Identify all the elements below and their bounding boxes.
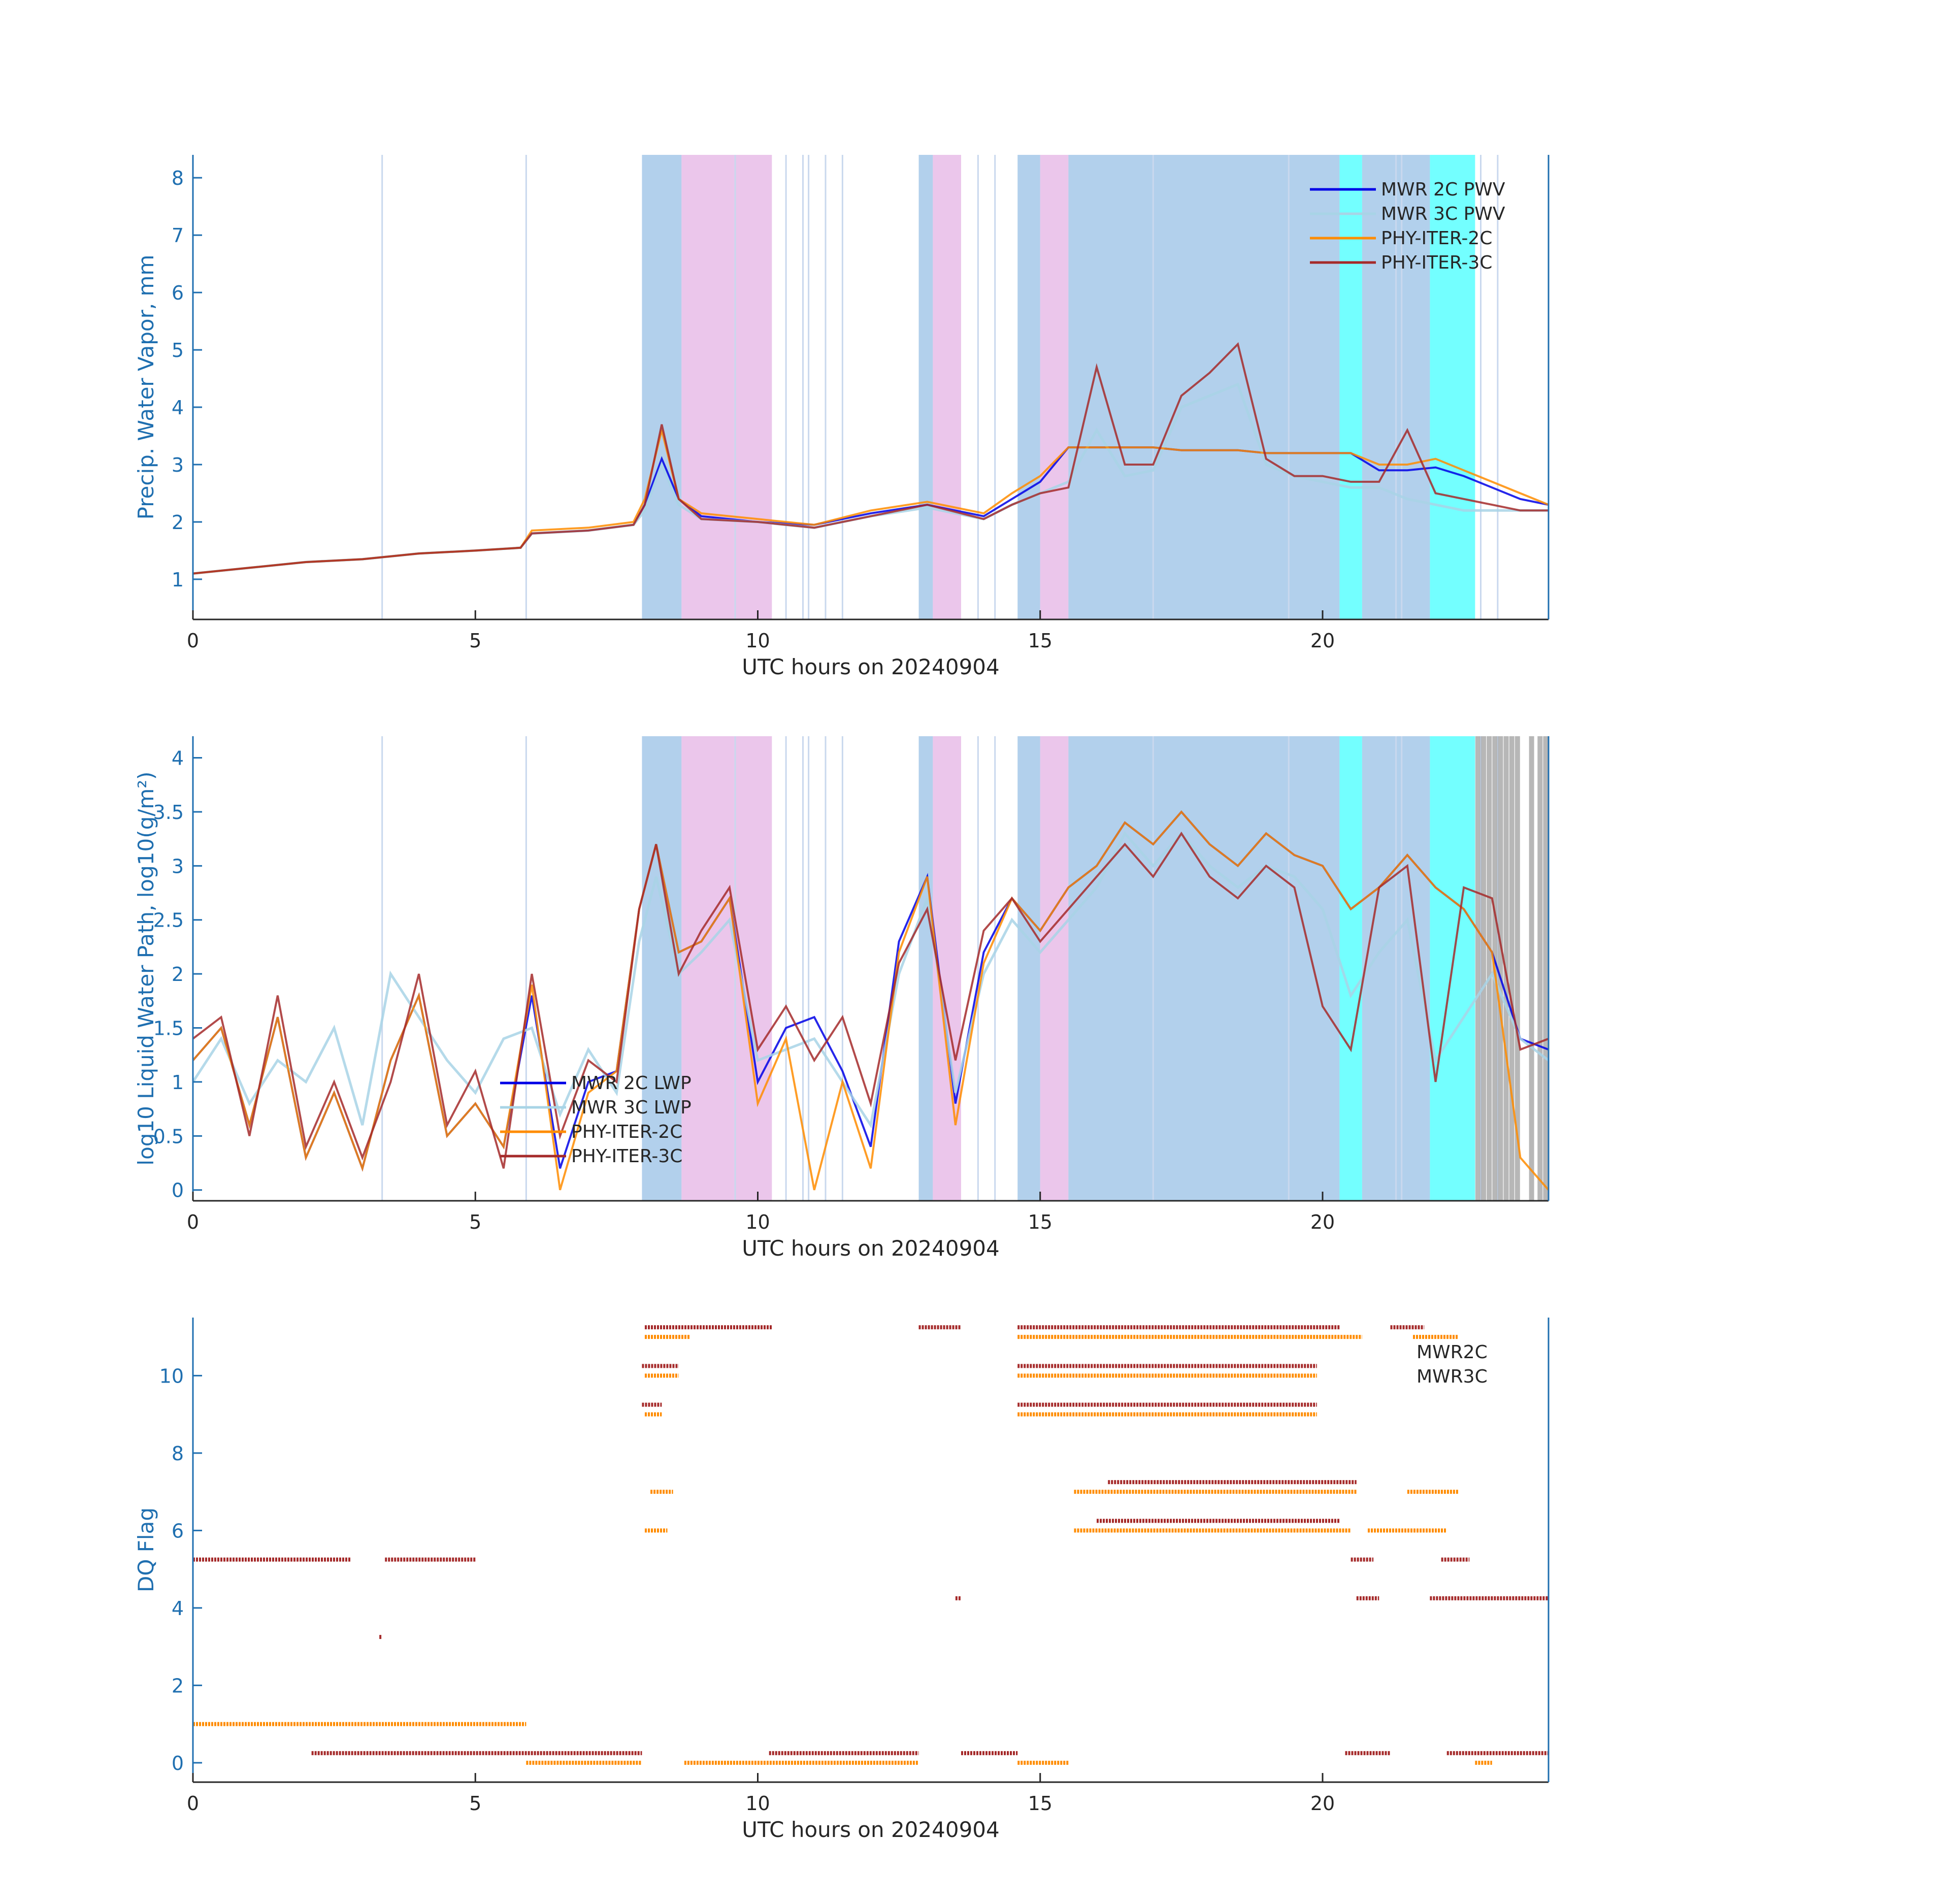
y-tick-label: 8 (172, 1442, 184, 1465)
quality-band-blue (1068, 155, 1340, 619)
x-tick-label: 10 (745, 1211, 770, 1233)
x-tick-label: 15 (1028, 1792, 1052, 1815)
pwv-panel: 0 5 10 15 20 1 2 3 4 5 6 7 8 UTC hours on 20240904 Pre… (134, 155, 1550, 679)
y-tick-label: 10 (159, 1365, 184, 1387)
y-tick-label: 3 (172, 454, 184, 476)
y-tick-label: 5 (172, 339, 184, 362)
y-tick-label: 2 (172, 963, 184, 986)
x-tick-label: 15 (1028, 1211, 1052, 1233)
x-tick-label: 20 (1310, 1211, 1335, 1233)
y-tick-label: 0 (172, 1752, 184, 1775)
x-axis-label: UTC hours on 20240904 (742, 1817, 1000, 1842)
legend: MWR2C MWR3C (1417, 1342, 1488, 1387)
quality-band-cyan (1430, 155, 1475, 619)
quality-band-blue (1068, 736, 1340, 1201)
y-tick-label: 4 (172, 747, 184, 770)
quality-band-pink (1040, 155, 1069, 619)
x-tick-label: 0 (187, 1792, 199, 1815)
x-tick-label: 5 (469, 1792, 481, 1815)
quality-band-pink (681, 736, 772, 1201)
quality-band-blue (1017, 736, 1040, 1201)
legend-label: MWR 3C PWV (1381, 204, 1505, 224)
quality-band-blue (642, 736, 682, 1201)
quality-band-blue (642, 155, 682, 619)
legend-label: PHY-ITER-3C (1381, 252, 1492, 273)
plot-area (193, 736, 1549, 1201)
series-line-phy-iter-3c (193, 831, 1549, 1169)
plot-area (193, 155, 1549, 619)
quality-band-blue (918, 155, 933, 619)
legend-label: MWR 3C LWP (571, 1097, 692, 1118)
y-axis-label: DQ Flag (134, 1507, 158, 1592)
y-tick-label: 2.5 (153, 909, 184, 932)
legend-label: PHY-ITER-3C (571, 1146, 682, 1167)
quality-band-blue (1017, 155, 1040, 619)
x-tick-label: 10 (745, 1792, 770, 1815)
quality-band-blue (918, 736, 933, 1201)
y-tick-label: 3.5 (153, 801, 184, 824)
y-tick-label: 4 (172, 1597, 184, 1620)
legend-label: PHY-ITER-2C (1381, 228, 1492, 249)
y-tick-label: 0 (172, 1179, 184, 1202)
quality-band-pink (681, 155, 772, 619)
y-tick-label: 4 (172, 397, 184, 419)
y-axis-label: log10 Liquid Water Path, log10(g/m²) (134, 771, 158, 1165)
legend-label: PHY-ITER-2C (571, 1122, 682, 1142)
legend-label: MWR2C (1417, 1342, 1488, 1363)
y-tick-label: 1 (172, 1071, 184, 1094)
x-tick-label: 10 (745, 630, 770, 652)
y-tick-label: 7 (172, 224, 184, 247)
quality-band-cyan (1339, 155, 1362, 619)
y-tick-label: 6 (172, 282, 184, 304)
x-axis-label: UTC hours on 20240904 (742, 1236, 1000, 1261)
y-tick-label: 1 (172, 569, 184, 591)
lwp-panel: 0 5 10 15 20 0 0.5 1 1.5 2 2.5 3 3.5 4 UTC hours on 20… (134, 736, 1550, 1261)
y-tick-label: 1.5 (153, 1017, 184, 1040)
quality-band-pink (933, 155, 961, 619)
quality-band-pink (1040, 736, 1069, 1201)
x-tick-label: 20 (1310, 630, 1335, 652)
legend-label: MWR 2C LWP (571, 1073, 692, 1094)
y-axis-label: Precip. Water Vapor, mm (134, 255, 158, 520)
series-line-phy-iter-3c (193, 342, 1549, 575)
legend-label: MWR3C (1417, 1366, 1488, 1387)
plot-area (193, 1325, 1549, 1765)
y-tick-label: 2 (172, 511, 184, 534)
series-line-phy-iter-2c (193, 810, 1549, 1191)
x-tick-label: 0 (187, 630, 199, 652)
y-tick-label: 6 (172, 1520, 184, 1542)
legend: MWR 2C PWV MWR 3C PWV PHY-ITER-2C PHY-ITER-… (1310, 179, 1505, 273)
y-tick-label: 8 (172, 167, 184, 189)
x-tick-label: 15 (1028, 630, 1052, 652)
y-tick-label: 0.5 (153, 1125, 184, 1147)
x-tick-label: 20 (1310, 1792, 1335, 1815)
y-tick-label: 2 (172, 1675, 184, 1697)
x-tick-label: 5 (469, 630, 481, 652)
x-tick-label: 5 (469, 1211, 481, 1233)
x-axis-label: UTC hours on 20240904 (742, 654, 1000, 679)
legend: MWR 2C LWP MWR 3C LWP PHY-ITER-2C PHY-ITER-… (500, 1073, 692, 1167)
series-line-mwr-3c-lwp (193, 831, 1549, 1129)
x-tick-label: 0 (187, 1211, 199, 1233)
legend-label: MWR 2C PWV (1381, 179, 1505, 200)
y-tick-label: 3 (172, 855, 184, 877)
